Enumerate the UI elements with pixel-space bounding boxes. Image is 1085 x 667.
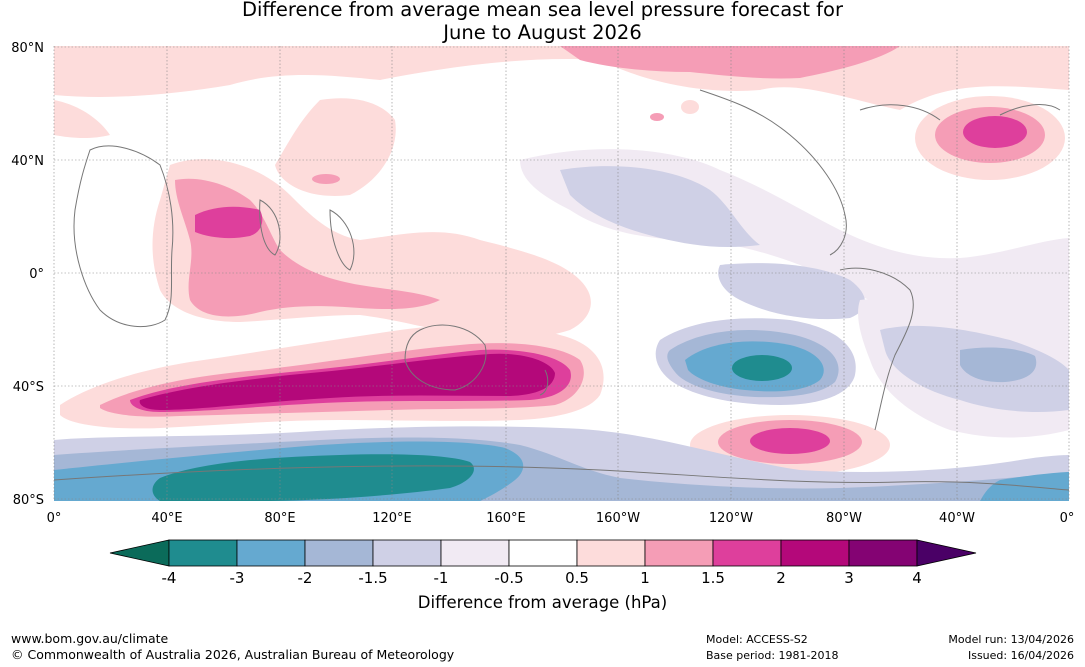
lon-label-80e: 80°E [264,511,295,526]
lat-label-80n: 80°N [11,41,44,56]
colorbar-bin [372,539,442,567]
lon-label-120e: 120°E [372,511,412,526]
colorbar-ticks: -4 -3 -2 -1.5 -1 -0.5 0.5 1 1.5 2 3 4 [162,569,922,587]
cbar-tick: -2 [298,569,313,587]
copyright-text: © Commonwealth of Australia 2026, Austra… [11,647,455,662]
anomaly-fields [54,46,1069,501]
issued-date: Issued: 16/04/2026 [967,649,1074,662]
colorbar-bin [644,539,714,567]
colorbar-bin [508,539,578,567]
map-title: Difference from average mean sea level p… [0,0,1085,44]
footer-left: www.bom.gov.au/climate © Commonwealth of… [11,631,454,663]
lon-label-160e: 160°E [486,511,526,526]
lon-label-40e: 40°E [151,511,182,526]
cbar-tick: -3 [230,569,245,587]
title-line-2: June to August 2026 [443,21,642,44]
lat-label-40n: 40°N [11,154,44,169]
cbar-tick: -1.5 [358,569,387,587]
cbar-tick: -4 [162,569,177,587]
cbar-tick: 1.5 [701,569,725,587]
lat-label-80s: 80°S [13,493,44,508]
coastlines [54,89,1069,491]
colorbar-bin [712,539,782,567]
lon-label-120w: 120°W [709,511,753,526]
title-line-1: Difference from average mean sea level p… [242,0,843,21]
lon-label-0-right: 0° [1060,511,1075,526]
footer-dates: Model run: 13/04/2026 Issued: 16/04/2026 [948,632,1074,664]
colorbar-under-arrow [109,539,170,567]
cbar-tick: -0.5 [494,569,523,587]
colorbar [109,539,977,567]
model-name: Model: ACCESS-S2 [706,633,808,646]
colorbar-over-arrow [916,539,977,567]
colorbar-title: Difference from average (hPa) [417,593,668,612]
lon-label-160w: 160°W [596,511,640,526]
cbar-tick: 2 [776,569,786,587]
model-run-date: Model run: 13/04/2026 [948,633,1074,646]
lat-label-eq: 0° [29,267,44,282]
colorbar-bin [168,539,238,567]
colorbar-bin [576,539,646,567]
cbar-tick: 3 [844,569,854,587]
footer-model-info: Model: ACCESS-S2 Base period: 1981-2018 [706,632,838,664]
cbar-tick: 4 [912,569,922,587]
cbar-tick: 0.5 [565,569,589,587]
base-period: Base period: 1981-2018 [706,649,839,662]
colorbar-bin [236,539,306,567]
lon-label-0-left: 0° [47,511,62,526]
cbar-tick: 1 [640,569,650,587]
lon-label-40w: 40°W [939,511,975,526]
map-gridlines [53,46,1070,501]
cbar-tick: -1 [434,569,449,587]
lat-label-40s: 40°S [13,380,44,395]
colorbar-bin [304,539,374,567]
lon-label-80w: 80°W [826,511,862,526]
website-link[interactable]: www.bom.gov.au/climate [11,631,169,646]
colorbar-bin [780,539,850,567]
colorbar-bin [848,539,918,567]
colorbar-bin [440,539,510,567]
